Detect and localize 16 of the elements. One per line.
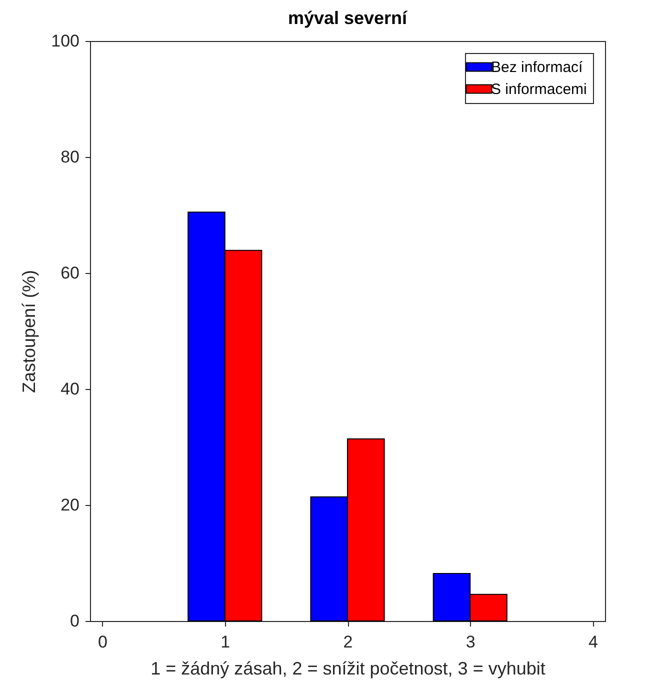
x-tick-label: 2 <box>343 632 353 652</box>
y-tick-label: 20 <box>60 496 80 514</box>
y-tick-label: 40 <box>60 380 80 398</box>
y-tick-label: 0 <box>70 612 80 630</box>
y-tick-label: 100 <box>51 32 80 50</box>
y-axis-title: Zastoupení (%) <box>19 270 40 394</box>
x-tick-label: 0 <box>98 632 108 652</box>
y-tick-label: 80 <box>60 148 80 166</box>
y-tick-label: 60 <box>60 264 80 282</box>
x-axis-title: 1 = žádný zásah, 2 = snížit početnost, 3 = vyhubit <box>150 658 546 678</box>
x-tick-label: 1 <box>220 632 230 652</box>
x-tick-label: 3 <box>466 632 476 652</box>
x-tick-label: 4 <box>588 632 598 652</box>
legend-label: S informacemi <box>491 81 587 98</box>
legend-label: Bez informací <box>491 59 584 76</box>
chart-title: mýval severní <box>288 8 408 28</box>
